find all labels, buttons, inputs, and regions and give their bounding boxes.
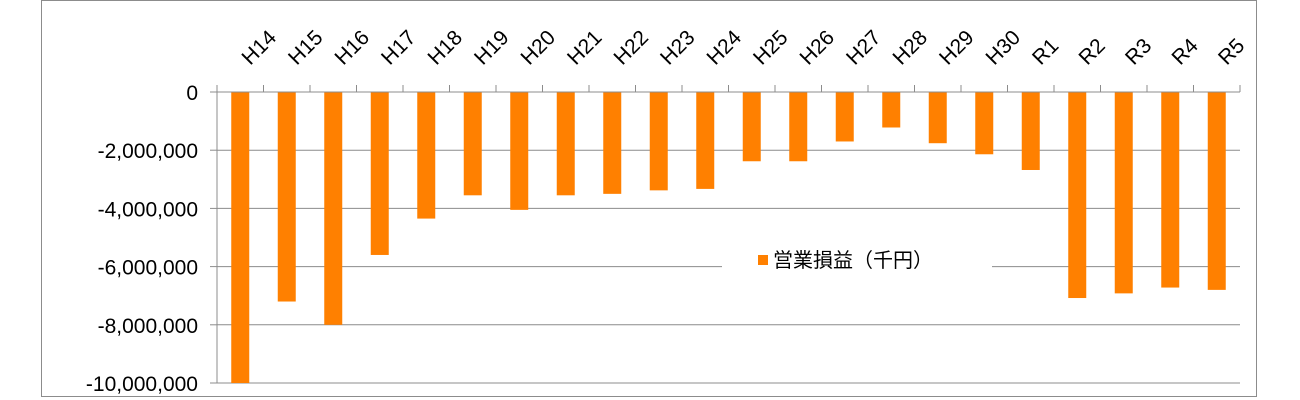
legend-label: 営業損益（千円） — [773, 249, 933, 272]
bar-H22 — [603, 92, 622, 194]
x-tick-label: R3 — [1121, 34, 1156, 69]
x-tick-label: R5 — [1214, 34, 1249, 69]
bar-R2 — [1068, 92, 1087, 299]
x-tick-label: H23 — [656, 26, 700, 70]
bar-H24 — [696, 92, 715, 189]
bar-H15 — [277, 92, 296, 302]
y-tick-label: -8,000,000 — [98, 315, 198, 338]
x-tick-label: H30 — [982, 26, 1026, 70]
bar-H21 — [556, 92, 575, 196]
x-tick-label: H14 — [238, 26, 282, 70]
bar-H26 — [789, 92, 808, 162]
bar-H17 — [370, 92, 389, 255]
bar-R3 — [1114, 92, 1133, 294]
bar-H23 — [649, 92, 668, 191]
x-tick-label: R2 — [1075, 34, 1110, 69]
bar-H19 — [463, 92, 482, 196]
bar-H30 — [975, 92, 994, 155]
bar-R1 — [1021, 92, 1040, 170]
bar-R4 — [1161, 92, 1180, 288]
x-tick-label: H22 — [610, 26, 654, 70]
bar-H25 — [742, 92, 761, 162]
x-tick-label: H27 — [842, 26, 886, 70]
x-tick-label: R1 — [1028, 34, 1063, 69]
y-tick-label: -2,000,000 — [98, 140, 198, 163]
x-tick-label: H20 — [517, 26, 561, 70]
y-tick-labels: 0 -2,000,000 -4,000,000 -6,000,000 -8,000,00… — [86, 82, 198, 396]
x-tick-label: H21 — [563, 26, 607, 70]
y-tick-label: 0 — [186, 82, 198, 105]
axes — [210, 85, 1241, 384]
x-tick-label: R4 — [1168, 34, 1203, 69]
x-tick-label: H28 — [889, 26, 933, 70]
x-tick-label: H29 — [935, 26, 979, 70]
bar-H18 — [417, 92, 436, 219]
x-tick-label: H19 — [470, 26, 514, 70]
y-tick-label: -10,000,000 — [86, 373, 198, 396]
x-tick-label: H25 — [749, 26, 793, 70]
bar-H28 — [882, 92, 901, 128]
bar-R5 — [1207, 92, 1226, 290]
bar-H20 — [510, 92, 529, 210]
x-tick-label: H24 — [703, 26, 747, 70]
bar-H14 — [231, 92, 250, 383]
x-tick-label: H16 — [331, 26, 375, 70]
x-tick-labels: H14 H15 H16 H17 H18 H19 H20 H21 H22 H23 H24 H25 H26 H… — [238, 26, 1250, 70]
x-tick-label: H26 — [796, 26, 840, 70]
legend: 営業損益（千円） — [722, 246, 992, 280]
bar-H16 — [324, 92, 343, 325]
bar-H29 — [928, 92, 947, 144]
x-tick-label: H15 — [284, 26, 328, 70]
bars — [231, 92, 1226, 383]
bar-H27 — [835, 92, 854, 142]
y-tick-label: -6,000,000 — [98, 257, 198, 280]
legend-swatch — [758, 255, 768, 265]
x-tick-label: H18 — [424, 26, 468, 70]
y-tick-label: -4,000,000 — [98, 198, 198, 221]
x-tick-label: H17 — [377, 26, 421, 70]
